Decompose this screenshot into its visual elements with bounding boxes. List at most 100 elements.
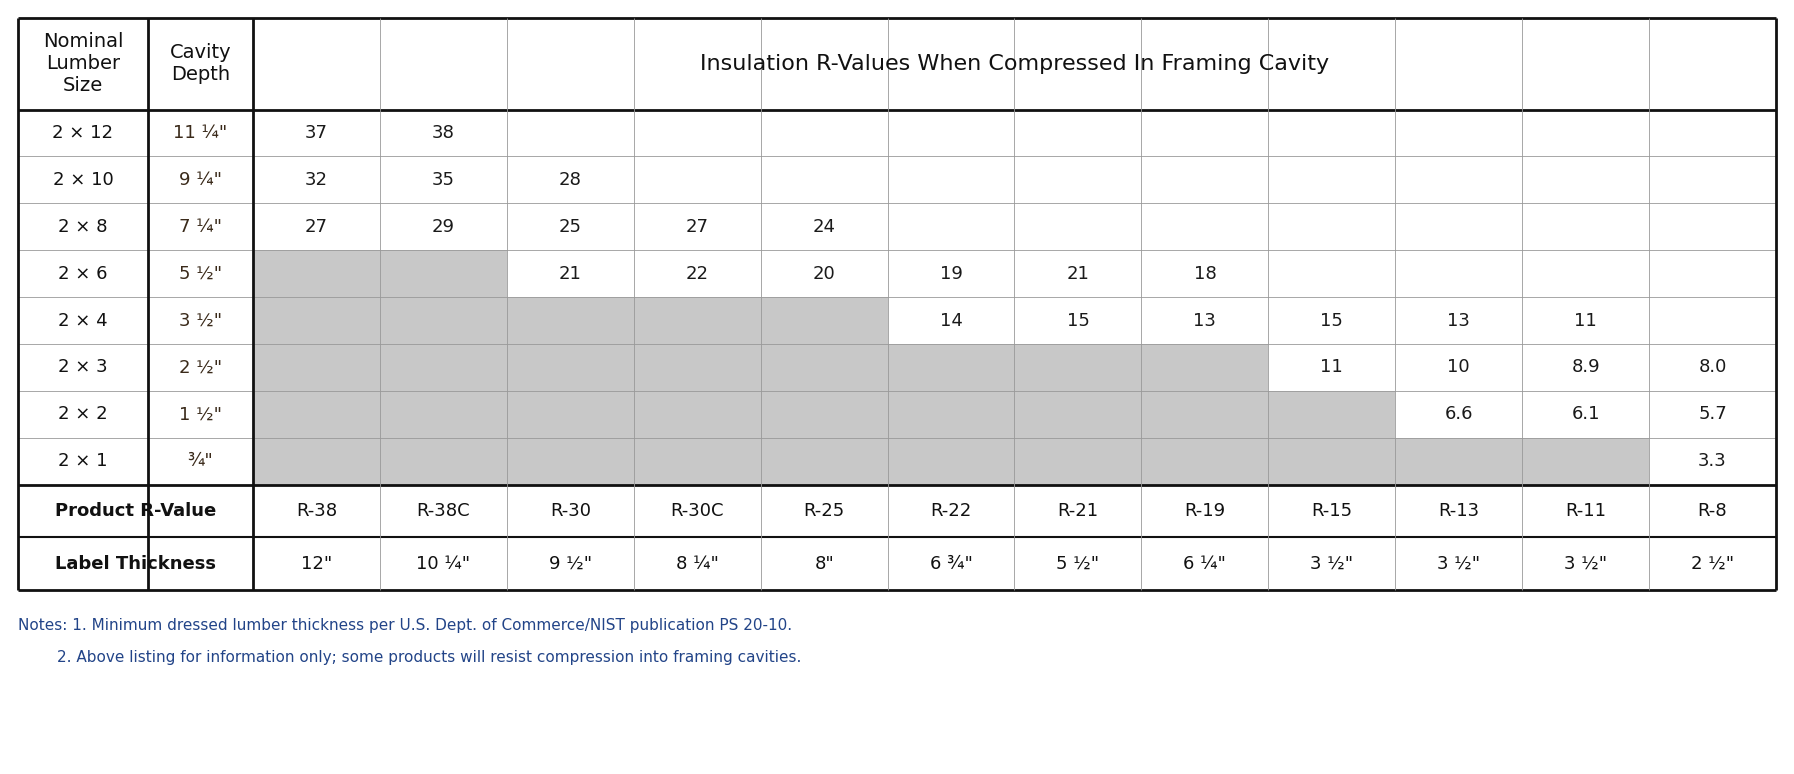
Text: 2 × 12: 2 × 12 [52, 124, 113, 142]
Text: 2 × 1: 2 × 1 [57, 452, 108, 471]
Bar [1268, 391, 1396, 438]
Bar [633, 391, 761, 438]
Text: 35: 35 [432, 171, 456, 189]
Text: 2 × 2: 2 × 2 [57, 406, 108, 423]
Text: 19: 19 [940, 265, 962, 283]
Bar [380, 391, 508, 438]
Bar [380, 297, 508, 344]
Text: R-30C: R-30C [671, 502, 725, 520]
Text: 7 ¼": 7 ¼" [179, 217, 222, 236]
Text: 2 × 4: 2 × 4 [57, 312, 108, 330]
Text: 6.6: 6.6 [1444, 406, 1473, 423]
Text: R-11: R-11 [1564, 502, 1606, 520]
Text: 2 ½": 2 ½" [1692, 555, 1735, 573]
Text: 8": 8" [814, 555, 834, 573]
Text: R-38: R-38 [296, 502, 337, 520]
Text: 3 ½": 3 ½" [1437, 555, 1480, 573]
Text: R-8: R-8 [1697, 502, 1728, 520]
Text: 3 ½": 3 ½" [1310, 555, 1353, 573]
Text: 5 ½": 5 ½" [1057, 555, 1100, 573]
Text: 29: 29 [432, 217, 456, 236]
Text: Product R-Value: Product R-Value [56, 502, 215, 520]
Text: R-25: R-25 [804, 502, 845, 520]
Text: 14: 14 [940, 312, 962, 330]
Text: 3 ½": 3 ½" [1564, 555, 1607, 573]
Text: 28: 28 [560, 171, 581, 189]
Text: 3.3: 3.3 [1699, 452, 1728, 471]
Text: 10 ¼": 10 ¼" [416, 555, 470, 573]
Text: 1 ½": 1 ½" [179, 406, 222, 423]
Text: 32: 32 [305, 171, 328, 189]
Text: 20: 20 [813, 265, 836, 283]
Text: R-19: R-19 [1184, 502, 1225, 520]
Text: 13: 13 [1193, 312, 1216, 330]
Text: 6 ¾": 6 ¾" [929, 555, 972, 573]
Bar [508, 391, 633, 438]
Bar [508, 438, 633, 485]
Bar [1521, 438, 1649, 485]
Text: 2 ½": 2 ½" [179, 358, 222, 376]
Text: ¾": ¾" [188, 452, 213, 471]
Text: 25: 25 [558, 217, 581, 236]
Bar [633, 344, 761, 391]
Bar [253, 297, 380, 344]
Bar [888, 438, 1014, 485]
Bar [888, 391, 1014, 438]
Text: R-21: R-21 [1057, 502, 1098, 520]
Text: Nominal
Lumber
Size: Nominal Lumber Size [43, 33, 124, 95]
Text: Label Thickness: Label Thickness [56, 555, 215, 573]
Text: 5.7: 5.7 [1699, 406, 1728, 423]
Text: 27: 27 [305, 217, 328, 236]
Bar [508, 297, 633, 344]
Bar [1396, 438, 1521, 485]
Text: 8 ¼": 8 ¼" [676, 555, 719, 573]
Bar [253, 250, 380, 297]
Text: 21: 21 [560, 265, 581, 283]
Text: 2 × 8: 2 × 8 [57, 217, 108, 236]
Bar [1141, 391, 1268, 438]
Text: R-13: R-13 [1439, 502, 1480, 520]
Text: 11: 11 [1575, 312, 1597, 330]
Bar [1014, 344, 1141, 391]
Text: 5 ½": 5 ½" [179, 265, 222, 283]
Text: 15: 15 [1320, 312, 1344, 330]
Text: 2 × 3: 2 × 3 [57, 358, 108, 376]
Bar [1014, 391, 1141, 438]
Bar [253, 438, 380, 485]
Bar [508, 344, 633, 391]
Text: 18: 18 [1193, 265, 1216, 283]
Bar [253, 344, 380, 391]
Bar [18, 18, 1776, 590]
Bar [761, 391, 888, 438]
Text: 8.9: 8.9 [1572, 358, 1600, 376]
Text: 11: 11 [1320, 358, 1344, 376]
Bar [253, 391, 380, 438]
Bar [380, 344, 508, 391]
Text: 9 ½": 9 ½" [549, 555, 592, 573]
Bar [1268, 438, 1396, 485]
Text: 22: 22 [685, 265, 709, 283]
Text: 10: 10 [1448, 358, 1469, 376]
Text: R-22: R-22 [931, 502, 972, 520]
Text: Insulation R-Values When Compressed In Framing Cavity: Insulation R-Values When Compressed In F… [700, 53, 1329, 74]
Text: 8.0: 8.0 [1699, 358, 1728, 376]
Text: 11 ¼": 11 ¼" [174, 124, 228, 142]
Text: R-38C: R-38C [416, 502, 470, 520]
Bar [1141, 438, 1268, 485]
Bar [761, 297, 888, 344]
Bar [888, 344, 1014, 391]
Text: 24: 24 [813, 217, 836, 236]
Bar [380, 438, 508, 485]
Text: 3 ½": 3 ½" [179, 312, 222, 330]
Text: 27: 27 [685, 217, 709, 236]
Text: 9 ¼": 9 ¼" [179, 171, 222, 189]
Bar [380, 250, 508, 297]
Text: 2 × 6: 2 × 6 [57, 265, 108, 283]
Text: Notes: 1. Minimum dressed lumber thickness per U.S. Dept. of Commerce/NIST publi: Notes: 1. Minimum dressed lumber thickne… [18, 618, 793, 633]
Text: 38: 38 [432, 124, 456, 142]
Text: 21: 21 [1066, 265, 1089, 283]
Text: 15: 15 [1066, 312, 1089, 330]
Text: Cavity
Depth: Cavity Depth [170, 43, 231, 84]
Text: 6 ¼": 6 ¼" [1184, 555, 1227, 573]
Text: 6.1: 6.1 [1572, 406, 1600, 423]
